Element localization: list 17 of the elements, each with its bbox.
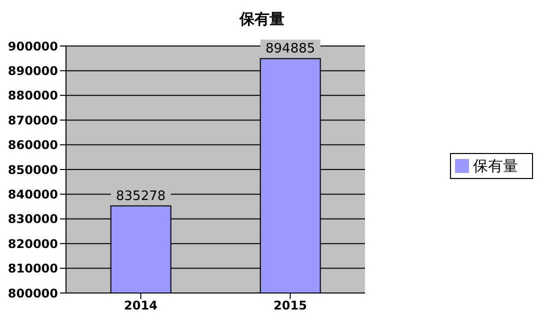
y-tick-label: 800000	[8, 286, 58, 300]
y-tick-label: 810000	[8, 262, 58, 276]
x-tick-label: 2014	[124, 298, 158, 313]
y-tick-label: 880000	[8, 88, 58, 103]
y-tick-label: 890000	[8, 64, 58, 78]
y-tick-label: 860000	[8, 138, 58, 152]
data-label: 894885	[266, 42, 316, 57]
y-tick-label: 840000	[8, 187, 58, 202]
x-tick-label: 2015	[274, 298, 307, 313]
y-tick-label: 900000	[8, 39, 58, 54]
y-tick-label: 830000	[8, 212, 58, 226]
y-tick-label: 870000	[8, 113, 58, 128]
legend-label: 保有量	[473, 156, 518, 174]
y-tick-label: 820000	[8, 236, 58, 251]
data-label: 835278	[116, 188, 166, 204]
chart-title: 保有量	[238, 10, 286, 29]
y-tick-label: 850000	[8, 162, 58, 177]
